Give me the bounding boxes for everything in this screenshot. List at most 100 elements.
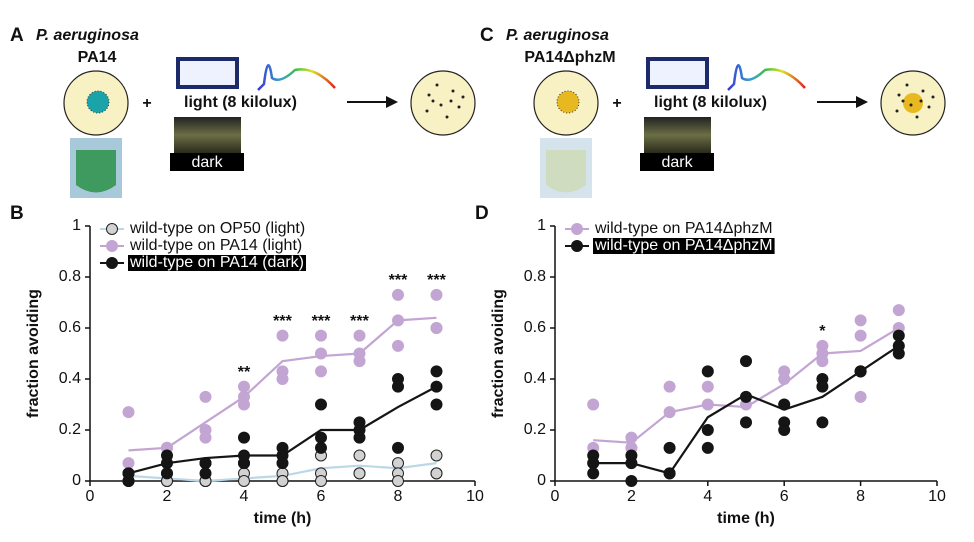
replicate-point bbox=[392, 475, 404, 487]
worm bbox=[931, 95, 935, 99]
light-label: light (8 kilolux) bbox=[654, 94, 767, 111]
worm bbox=[445, 115, 449, 119]
y-axis-label: fraction avoiding bbox=[490, 289, 507, 418]
replicate-point bbox=[587, 398, 600, 411]
replicate-point bbox=[430, 288, 443, 301]
replicate-point bbox=[276, 475, 289, 487]
strain: PA14 bbox=[78, 49, 117, 66]
replicate-point bbox=[392, 441, 404, 454]
replicate-point bbox=[854, 390, 867, 403]
y-axis-label: fraction avoiding bbox=[25, 289, 42, 418]
spectrum bbox=[727, 64, 806, 91]
replicate-point bbox=[238, 398, 250, 411]
x-tick-label: 0 bbox=[86, 488, 95, 505]
legend-marker bbox=[571, 223, 583, 235]
organism: P. aeruginosa bbox=[506, 27, 609, 44]
legend-label: wild-type on OP50 (light) bbox=[129, 220, 305, 237]
replicate-point bbox=[740, 390, 752, 403]
replicate-point bbox=[740, 355, 752, 368]
y-tick-label: 0 bbox=[537, 472, 546, 489]
dark-box bbox=[174, 117, 241, 153]
plus: + bbox=[142, 95, 151, 112]
replicate-point bbox=[587, 457, 600, 470]
y-tick-label: 0.6 bbox=[524, 319, 546, 336]
worm bbox=[919, 99, 923, 103]
replicate-point bbox=[854, 365, 867, 378]
significance: *** bbox=[427, 272, 446, 289]
replicate-point bbox=[276, 457, 289, 470]
legend-label: wild-type on PA14 (light) bbox=[129, 237, 302, 254]
replicate-point bbox=[816, 380, 829, 393]
replicate-point bbox=[778, 398, 791, 411]
legend-marker bbox=[571, 240, 583, 252]
worm bbox=[439, 103, 443, 107]
replicate-point bbox=[353, 355, 366, 368]
x-tick-label: 10 bbox=[466, 488, 484, 505]
replicate-point bbox=[701, 441, 714, 454]
replicate-point bbox=[854, 314, 867, 327]
replicate-point bbox=[161, 457, 173, 470]
x-tick-label: 10 bbox=[928, 488, 946, 505]
replicate-point bbox=[238, 431, 250, 444]
replicate-point bbox=[161, 467, 173, 480]
worm bbox=[927, 105, 931, 109]
replicate-point bbox=[430, 467, 443, 480]
worm bbox=[457, 105, 461, 109]
x-tick-label: 2 bbox=[627, 488, 636, 505]
replicate-point bbox=[430, 398, 443, 411]
lawn bbox=[86, 90, 110, 114]
replicate-point bbox=[625, 431, 638, 444]
spectrum bbox=[257, 64, 336, 91]
panel-letter: A bbox=[10, 25, 24, 46]
significance: *** bbox=[350, 313, 369, 330]
legend-highlight bbox=[593, 238, 775, 254]
significance: *** bbox=[273, 313, 292, 330]
worm bbox=[435, 83, 439, 87]
arrow-head bbox=[856, 96, 868, 108]
culture bbox=[546, 150, 586, 193]
replicate-point bbox=[701, 424, 714, 436]
x-tick-label: 8 bbox=[856, 488, 865, 505]
organism: P. aeruginosa bbox=[36, 27, 139, 44]
replicate-point bbox=[663, 380, 676, 393]
replicate-point bbox=[315, 329, 327, 342]
worm bbox=[921, 89, 925, 93]
x-axis-label: time (h) bbox=[254, 510, 312, 527]
panel-letter: B bbox=[10, 203, 24, 224]
replicate-point bbox=[392, 457, 404, 470]
replicate-point bbox=[353, 467, 366, 480]
replicate-point bbox=[122, 406, 135, 419]
worm bbox=[451, 89, 455, 93]
strain: PA14ΔphzM bbox=[524, 49, 615, 66]
legend-highlight bbox=[128, 255, 306, 271]
replicate-point bbox=[430, 380, 443, 393]
replicate-point bbox=[276, 373, 289, 385]
replicate-point bbox=[778, 424, 791, 436]
replicate-point bbox=[276, 329, 289, 342]
replicate-point bbox=[238, 457, 250, 470]
worm bbox=[915, 115, 919, 119]
replicate-point bbox=[663, 441, 676, 454]
replicate-point bbox=[315, 398, 327, 411]
x-axis-label: time (h) bbox=[717, 510, 775, 527]
replicate-point bbox=[816, 355, 829, 368]
panel-letter: D bbox=[475, 203, 489, 224]
replicate-point bbox=[199, 467, 212, 480]
worm bbox=[905, 83, 909, 87]
worm bbox=[901, 99, 905, 103]
replicate-point bbox=[392, 380, 404, 393]
replicate-point bbox=[701, 380, 714, 393]
dark-bar bbox=[640, 153, 714, 171]
replicate-point bbox=[238, 475, 250, 487]
dark-box bbox=[644, 117, 711, 153]
x-tick-label: 6 bbox=[780, 488, 789, 505]
culture bbox=[76, 150, 116, 193]
replicate-point bbox=[892, 304, 905, 317]
arrow-head bbox=[386, 96, 398, 108]
dark-label: dark bbox=[661, 154, 693, 171]
significance: *** bbox=[312, 313, 331, 330]
replicate-point bbox=[663, 467, 676, 480]
lawn bbox=[556, 90, 580, 114]
significance: *** bbox=[389, 272, 408, 289]
